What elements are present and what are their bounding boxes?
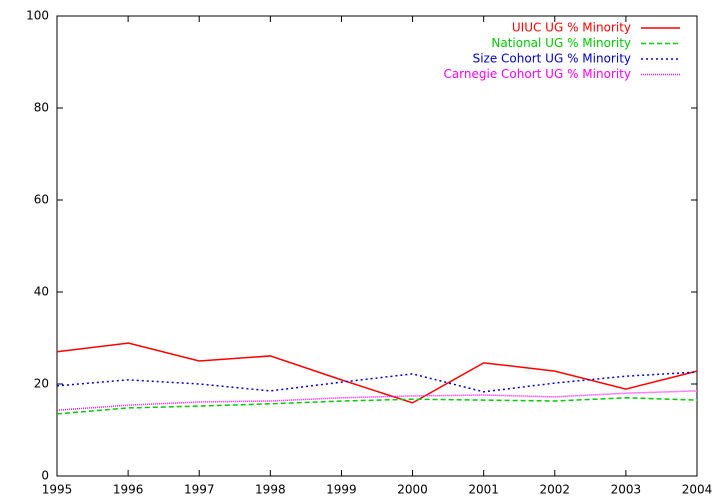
x-tick-label: 2001	[468, 483, 499, 497]
y-tick-label: 100	[26, 9, 49, 23]
x-tick-label: 1997	[184, 483, 215, 497]
x-tick-label: 1995	[42, 483, 73, 497]
x-tick-label: 2002	[540, 483, 571, 497]
plot-frame	[56, 15, 698, 477]
legend-label: Size Cohort UG % Minority	[473, 52, 631, 66]
series-line	[56, 342, 698, 404]
y-tick-label: 0	[41, 469, 49, 483]
y-tick-label: 60	[34, 193, 49, 207]
y-tick-label: 40	[34, 285, 49, 299]
legend-label: UIUC UG % Minority	[512, 21, 631, 35]
series-line	[56, 390, 698, 411]
x-tick-label: 1998	[255, 483, 286, 497]
x-tick-label: 2000	[397, 483, 428, 497]
legend-label: Carnegie Cohort UG % Minority	[443, 67, 631, 81]
y-tick-label: 80	[34, 101, 49, 115]
x-tick-label: 1999	[326, 483, 357, 497]
series-line	[56, 371, 698, 393]
x-tick-label: 2004	[682, 483, 713, 497]
legend-label: National UG % Minority	[491, 36, 631, 50]
x-tick-label: 1996	[113, 483, 144, 497]
series-line	[56, 397, 698, 415]
x-tick-label: 2003	[611, 483, 642, 497]
y-tick-label: 20	[34, 377, 49, 391]
